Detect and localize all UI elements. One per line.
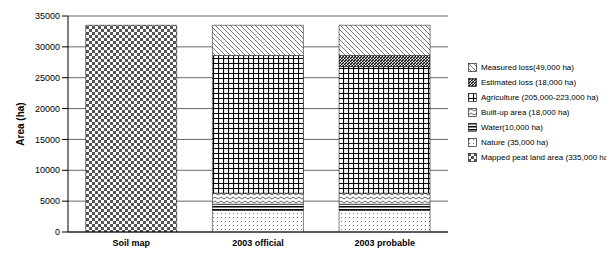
svg-text:2003 probable: 2003 probable xyxy=(354,238,415,248)
html-text:Mapped peat land area (335,000: Mapped peat land area (335,000 ha) xyxy=(481,153,611,162)
svg-text:20000: 20000 xyxy=(35,104,60,114)
svg-text:10000: 10000 xyxy=(35,165,60,175)
svg-text:2003 official: 2003 official xyxy=(232,238,284,248)
svg-text:0: 0 xyxy=(55,227,60,237)
html-text:Water(10,000 ha): Water(10,000 ha) xyxy=(481,123,543,132)
html-text:Built-up area (18,000 ha): Built-up area (18,000 ha) xyxy=(481,108,570,117)
svg-text:35000: 35000 xyxy=(35,11,60,21)
svg-text:30000: 30000 xyxy=(35,42,60,52)
html-text:Nature (35,000 ha): Nature (35,000 ha) xyxy=(481,138,549,147)
svg-text:25000: 25000 xyxy=(35,73,60,83)
html-text:Estimated loss (18,000 ha): Estimated loss (18,000 ha) xyxy=(481,78,577,87)
svg-text:Soil map: Soil map xyxy=(113,238,151,248)
svg-text:15000: 15000 xyxy=(35,135,60,145)
html-text:Measured loss(49,000 ha): Measured loss(49,000 ha) xyxy=(481,63,574,72)
html-text:Agriculture (205,000-223,000 h: Agriculture (205,000-223,000 ha) xyxy=(481,93,599,102)
svg-text:Area (ha): Area (ha) xyxy=(15,102,26,145)
svg-text:5000: 5000 xyxy=(40,196,60,206)
